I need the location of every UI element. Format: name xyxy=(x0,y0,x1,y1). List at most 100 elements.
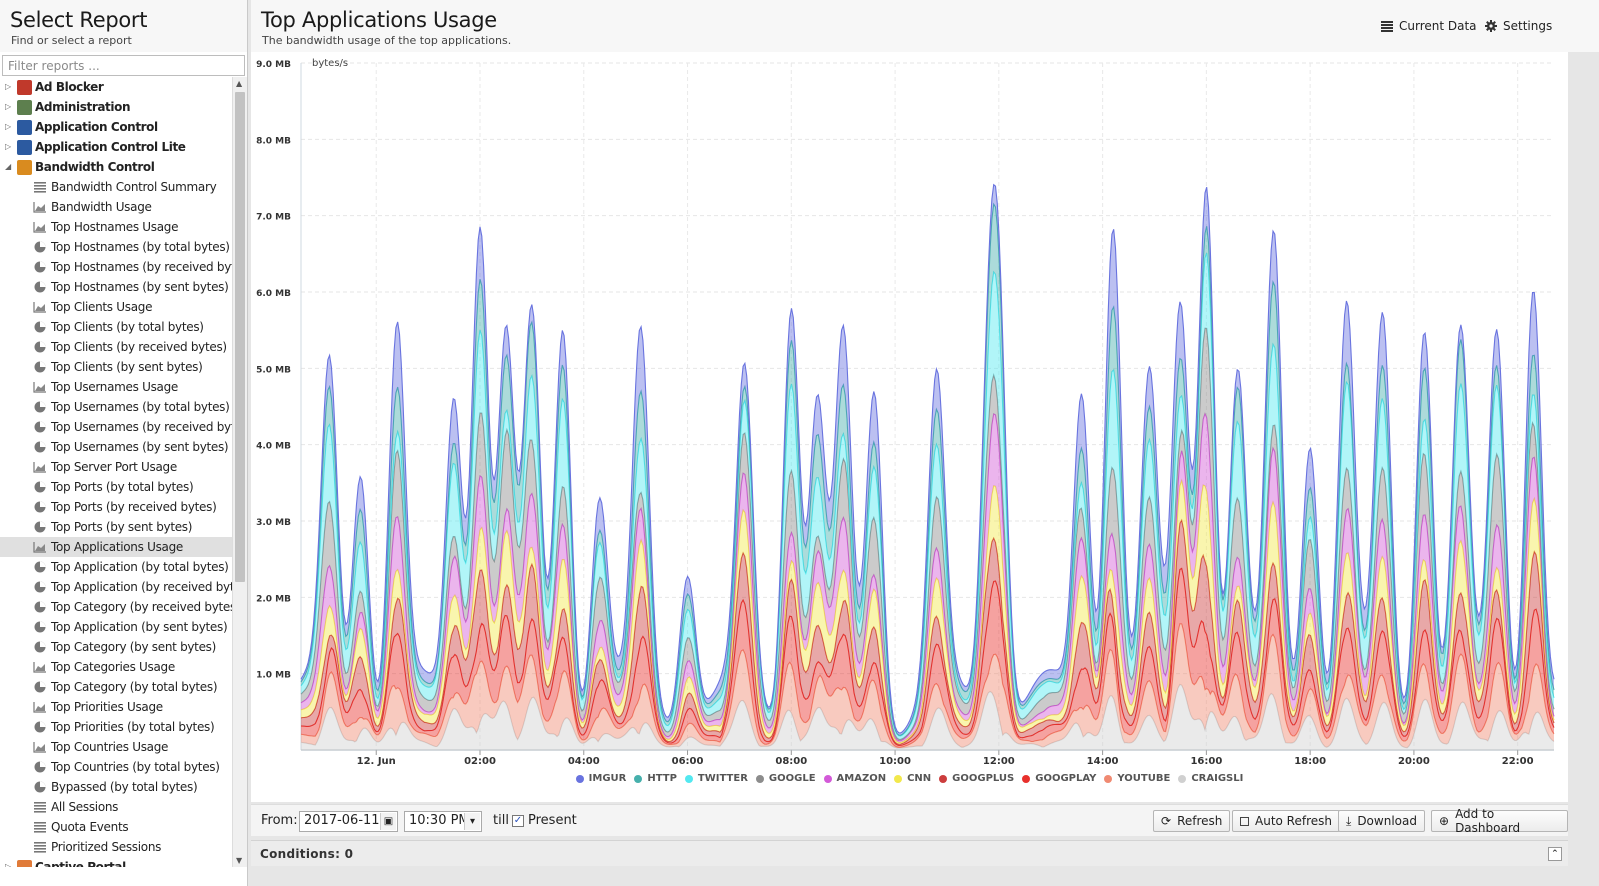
report-item[interactable]: All Sessions xyxy=(0,797,232,817)
filter-reports-input[interactable] xyxy=(2,55,245,76)
report-item[interactable]: Top Ports (by total bytes) xyxy=(0,477,232,497)
tree-item-label: Top Application (by received bytes) xyxy=(51,580,232,594)
report-item[interactable]: Prioritized Sessions xyxy=(0,837,232,857)
report-item[interactable]: Top Hostnames (by sent bytes) xyxy=(0,277,232,297)
collapse-arrow-icon[interactable]: ▷ xyxy=(5,142,12,151)
tree-item-label: Bandwidth Control Summary xyxy=(51,180,217,194)
report-item[interactable]: Top Countries Usage xyxy=(0,737,232,757)
collapse-arrow-icon[interactable]: ▷ xyxy=(5,102,12,111)
table-icon xyxy=(1381,20,1393,32)
scrollbar-thumb[interactable] xyxy=(235,92,245,582)
report-item[interactable]: Top Hostnames Usage xyxy=(0,217,232,237)
legend-dot-icon xyxy=(894,774,903,783)
app-group-icon xyxy=(17,80,32,95)
report-item[interactable]: Top Server Port Usage xyxy=(0,457,232,477)
add-to-dashboard-button[interactable]: ⊕ Add to Dashboard xyxy=(1431,807,1568,835)
present-checkbox[interactable]: ✓ xyxy=(512,815,524,827)
legend-item[interactable]: AMAZON xyxy=(823,773,886,784)
report-item[interactable]: Quota Events xyxy=(0,817,232,837)
report-item[interactable]: Bypassed (by total bytes) xyxy=(0,777,232,797)
scroll-up-icon[interactable]: ▲ xyxy=(236,79,243,88)
download-button[interactable]: ⤓ Download xyxy=(1338,810,1425,832)
settings-button[interactable]: Settings xyxy=(1485,19,1552,33)
report-item[interactable]: Top Clients (by received bytes) xyxy=(0,337,232,357)
report-item[interactable]: Top Application (by received bytes) xyxy=(0,577,232,597)
report-item[interactable]: Bandwidth Usage xyxy=(0,197,232,217)
tree-group[interactable]: ▷ Captive Portal xyxy=(0,857,232,867)
collapse-arrow-icon[interactable]: ▷ xyxy=(5,82,12,91)
report-item[interactable]: Top Category (by sent bytes) xyxy=(0,637,232,657)
collapse-icon[interactable]: ⌃ xyxy=(1548,847,1562,861)
scroll-down-icon[interactable]: ▼ xyxy=(236,856,243,865)
legend-item[interactable]: GOOGPLAY xyxy=(1022,773,1096,784)
from-time-select[interactable]: 10:30 PM ▾ xyxy=(404,811,482,832)
report-item[interactable]: Top Countries (by total bytes) xyxy=(0,757,232,777)
expand-arrow-icon[interactable]: ◢ xyxy=(5,162,12,171)
legend-dot-icon xyxy=(1022,774,1031,783)
report-header: Top Applications Usage The bandwidth usa… xyxy=(251,0,1599,52)
tree-group[interactable]: ▷ Ad Blocker xyxy=(0,77,232,97)
panel-subtitle: Find or select a report xyxy=(11,34,132,47)
tree-scrollbar[interactable]: ▲ ▼ xyxy=(232,77,247,867)
area-chart-icon xyxy=(33,222,46,233)
report-item[interactable]: Top Category (by received bytes) xyxy=(0,597,232,617)
report-item[interactable]: Top Categories Usage xyxy=(0,657,232,677)
area-series-youtube xyxy=(301,623,1554,748)
legend-item[interactable]: CNN xyxy=(894,773,931,784)
report-item[interactable]: Top Ports (by received bytes) xyxy=(0,497,232,517)
report-item[interactable]: Top Usernames (by total bytes) xyxy=(0,397,232,417)
report-item[interactable]: Top Priorities (by total bytes) xyxy=(0,717,232,737)
current-data-button[interactable]: Current Data xyxy=(1381,19,1477,33)
area-chart-icon xyxy=(33,202,46,213)
legend-label: GOOGPLUS xyxy=(952,773,1015,784)
collapse-arrow-icon[interactable]: ▷ xyxy=(5,862,12,867)
legend-dot-icon xyxy=(575,774,584,783)
legend-label: CNN xyxy=(907,773,932,784)
chevron-down-icon[interactable]: ▾ xyxy=(464,813,480,830)
legend-item[interactable]: GOOGPLUS xyxy=(939,773,1014,784)
report-item[interactable]: Top Clients Usage xyxy=(0,297,232,317)
report-item[interactable]: Top Ports (by sent bytes) xyxy=(0,517,232,537)
from-date-field[interactable]: 2017-06-11 ▣ xyxy=(299,811,398,832)
legend-item[interactable]: YOUTUBE xyxy=(1104,773,1170,784)
report-item[interactable]: Bandwidth Control Summary xyxy=(0,177,232,197)
legend-item[interactable]: IMGUR xyxy=(575,773,626,784)
line-series-googplay xyxy=(300,567,1555,746)
report-item[interactable]: Top Hostnames (by total bytes) xyxy=(0,237,232,257)
conditions-bar[interactable]: Conditions: 0 ⌃ xyxy=(251,840,1568,866)
tree-group[interactable]: ▷ Application Control Lite xyxy=(0,137,232,157)
tree-item-label: Top Clients Usage xyxy=(51,300,153,314)
auto-refresh-button[interactable]: Auto Refresh xyxy=(1232,810,1340,832)
report-item[interactable]: Top Priorities Usage xyxy=(0,697,232,717)
report-item[interactable]: Top Usernames (by received bytes) xyxy=(0,417,232,437)
refresh-button[interactable]: ⟳ Refresh xyxy=(1153,810,1231,832)
tree-group[interactable]: ▷ Application Control xyxy=(0,117,232,137)
legend-dot-icon xyxy=(823,774,832,783)
pie-chart-icon xyxy=(34,521,46,533)
tree-group[interactable]: ◢ Bandwidth Control xyxy=(0,157,232,177)
tree-item-label: Prioritized Sessions xyxy=(51,840,162,854)
report-item[interactable]: Top Clients (by sent bytes) xyxy=(0,357,232,377)
legend-item[interactable]: TWITTER xyxy=(684,773,748,784)
report-item[interactable]: Top Clients (by total bytes) xyxy=(0,317,232,337)
report-item[interactable]: Top Usernames Usage xyxy=(0,377,232,397)
report-item[interactable]: Top Category (by total bytes) xyxy=(0,677,232,697)
tree-item-label: Top Usernames (by sent bytes) xyxy=(51,440,229,454)
legend-dot-icon xyxy=(939,774,948,783)
tree-item-label: Captive Portal xyxy=(35,860,126,867)
top-applications-chart[interactable]: 1.0 MB 2.0 MB 3.0 MB 4.0 MB 5.0 MB 6.0 MB 7.0 … xyxy=(251,52,1568,768)
legend-item[interactable]: HTTP xyxy=(634,773,677,784)
report-item[interactable]: Top Application (by total bytes) xyxy=(0,557,232,577)
legend-item[interactable]: GOOGLE xyxy=(755,773,816,784)
report-item[interactable]: Top Applications Usage xyxy=(0,537,232,557)
tree-group[interactable]: ▷ Administration xyxy=(0,97,232,117)
x-tick-label: 12. Jun xyxy=(357,756,396,767)
report-item[interactable]: Top Usernames (by sent bytes) xyxy=(0,437,232,457)
calendar-icon[interactable]: ▣ xyxy=(380,813,396,830)
collapse-arrow-icon[interactable]: ▷ xyxy=(5,122,12,131)
tree-item-label: Top Application (by sent bytes) xyxy=(51,620,228,634)
report-item[interactable]: Top Application (by sent bytes) xyxy=(0,617,232,637)
report-item[interactable]: Top Hostnames (by received byte... xyxy=(0,257,232,277)
line-series-googplus xyxy=(300,518,1555,745)
legend-item[interactable]: CRAIGSLI xyxy=(1178,773,1243,784)
